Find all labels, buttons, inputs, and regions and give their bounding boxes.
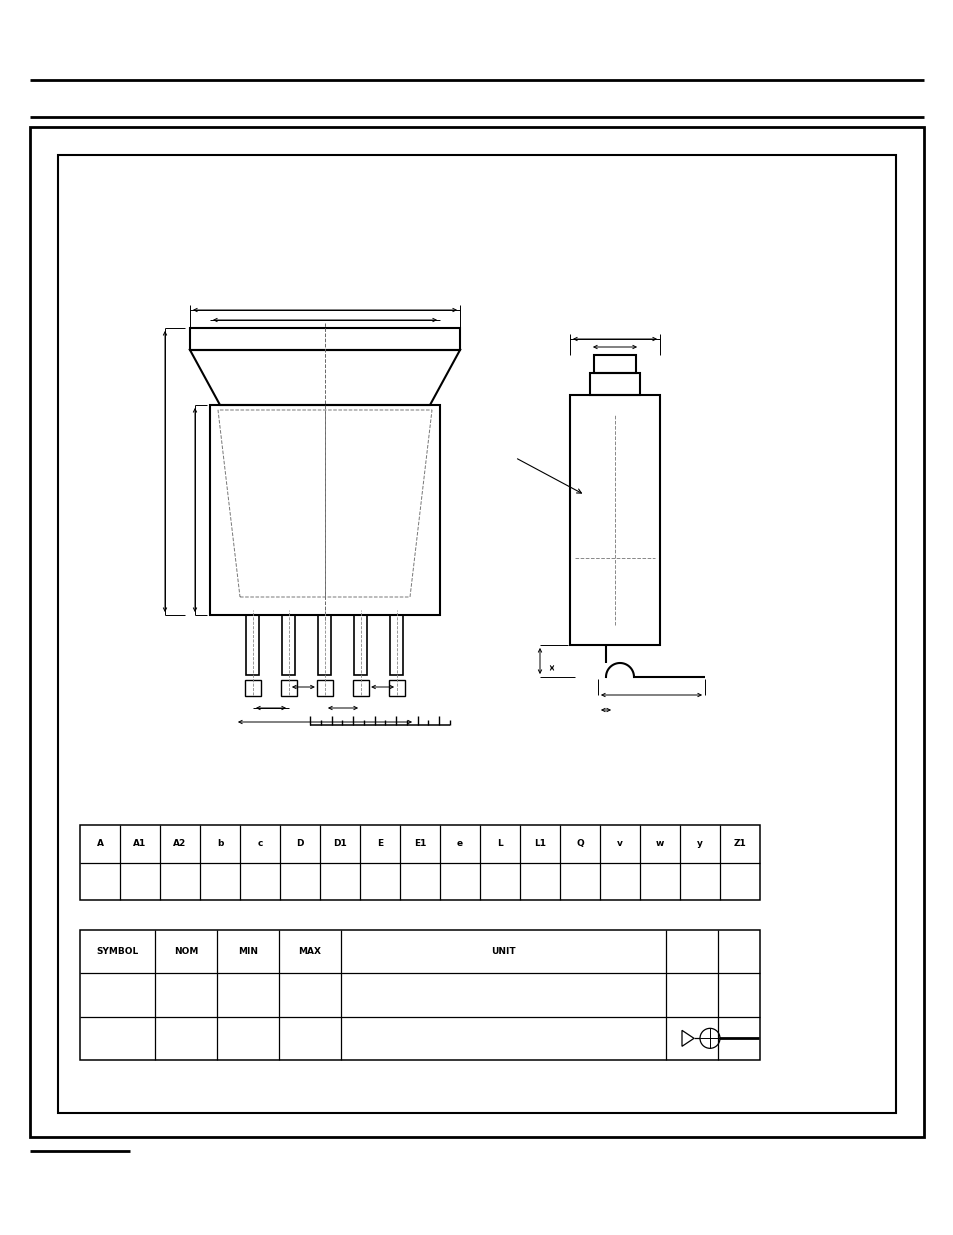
Text: Z1: Z1 [733,840,745,848]
Bar [282,615,295,676]
Text: MIN: MIN [237,947,257,956]
Bar [353,680,369,697]
Text: A: A [96,840,103,848]
Text: A1: A1 [133,840,147,848]
Text: UNIT: UNIT [491,947,516,956]
Text: E1: E1 [414,840,426,848]
Bar [210,405,439,615]
Bar [80,930,760,1060]
Bar [594,354,636,373]
Bar [190,329,459,350]
Bar [389,680,405,697]
Text: SYMBOL: SYMBOL [96,947,138,956]
Text: MAX: MAX [298,947,321,956]
Text: c: c [257,840,262,848]
Text: D: D [296,840,303,848]
Text: NOM: NOM [173,947,198,956]
Text: Q: Q [576,840,583,848]
Text: A2: A2 [173,840,187,848]
Bar [281,680,296,697]
Bar [316,680,333,697]
Text: L: L [497,840,502,848]
Bar [355,615,367,676]
Bar [246,615,259,676]
Text: w: w [655,840,663,848]
Bar [245,680,261,697]
Bar [30,127,923,1137]
Bar [390,615,403,676]
Text: y: y [697,840,702,848]
Text: v: v [617,840,622,848]
Text: L1: L1 [534,840,545,848]
Text: b: b [216,840,223,848]
Bar [569,395,659,645]
Text: D1: D1 [333,840,347,848]
Bar [58,156,895,1113]
Bar [80,825,760,900]
Bar [318,615,331,676]
Bar [589,373,639,395]
Text: e: e [456,840,462,848]
Text: E: E [376,840,383,848]
